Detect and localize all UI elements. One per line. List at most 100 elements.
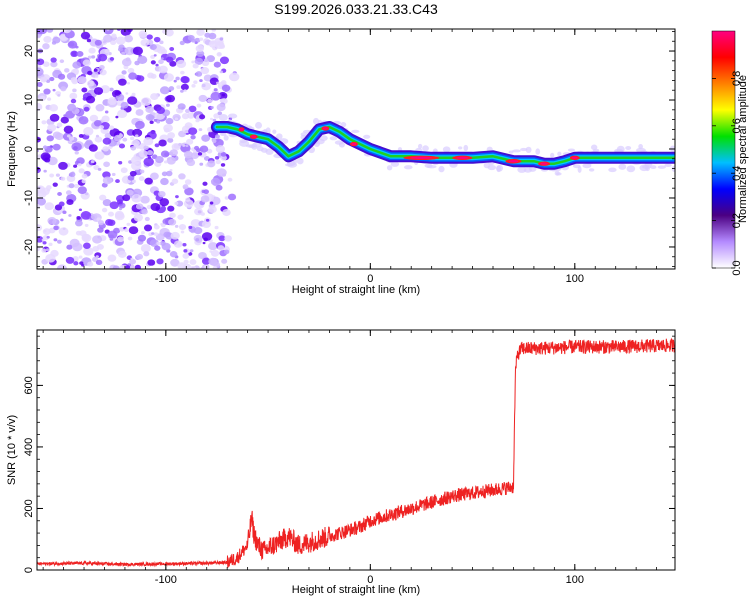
noise-blob <box>147 259 156 266</box>
noise-blob <box>76 51 84 57</box>
noise-blob <box>77 76 87 84</box>
x-tick-label: 100 <box>566 574 584 586</box>
noise-blob <box>45 253 56 263</box>
noise-blob <box>177 214 184 220</box>
ridge-hotspot-core <box>251 135 257 138</box>
noise-blob <box>68 136 75 141</box>
noise-blob <box>161 171 168 177</box>
noise-blob <box>125 57 131 62</box>
colorbar-tick-label: 0.6 <box>731 118 743 133</box>
noise-blob <box>159 40 164 45</box>
ridge-halo <box>618 163 627 170</box>
noise-blob <box>213 88 218 92</box>
noise-blob <box>149 120 154 125</box>
noise-blob <box>143 224 153 232</box>
noise-blob <box>94 151 105 160</box>
noise-blob <box>219 56 230 65</box>
noise-blob <box>185 197 191 202</box>
noise-blob <box>195 45 205 53</box>
noise-blob <box>121 51 126 55</box>
noise-blob <box>47 123 57 132</box>
noise-blob <box>183 89 187 92</box>
noise-blob <box>109 128 120 137</box>
noise-blob <box>43 35 52 43</box>
noise-blob <box>127 29 133 33</box>
noise-blob <box>201 232 213 241</box>
noise-blob <box>196 103 202 108</box>
noise-blob <box>220 152 227 157</box>
noise-blob <box>102 137 112 145</box>
noise-blob <box>126 222 131 226</box>
noise-blob <box>149 43 157 51</box>
ridge-halo <box>608 167 617 173</box>
noise-blob <box>37 197 47 206</box>
noise-blob <box>101 115 110 123</box>
noise-blob <box>198 94 208 102</box>
spectrogram-x-label: Height of straight line (km) <box>292 284 420 296</box>
noise-blob <box>200 266 205 269</box>
ridge-halo <box>422 145 429 152</box>
ridge-halo <box>535 148 541 155</box>
noise-blob <box>41 120 47 125</box>
noise-blob <box>37 67 44 77</box>
noise-blob <box>72 88 77 93</box>
noise-blob <box>63 125 74 134</box>
snr-y-label: SNR (10 * v/v) <box>6 415 18 485</box>
noise-blob <box>198 251 207 260</box>
noise-blob <box>83 242 91 249</box>
noise-blob <box>108 125 115 130</box>
noise-blob <box>158 59 164 65</box>
noise-blob <box>42 241 47 245</box>
noise-blob <box>181 76 190 84</box>
noise-blob <box>145 105 154 114</box>
noise-blob <box>208 205 217 214</box>
noise-blob <box>117 236 124 243</box>
noise-blob <box>184 122 193 129</box>
noise-blob <box>104 110 109 114</box>
noise-blob <box>69 171 76 178</box>
noise-blob <box>115 115 119 119</box>
noise-blob <box>150 202 161 212</box>
noise-blob <box>151 232 155 235</box>
noise-blob <box>154 143 160 148</box>
noise-blob <box>127 96 138 105</box>
noise-blob <box>95 104 105 112</box>
noise-blob <box>195 118 200 123</box>
noise-blob <box>60 116 69 124</box>
noise-blob <box>57 94 61 97</box>
noise-blob <box>192 63 199 69</box>
ridge-halo <box>255 121 263 129</box>
noise-blob <box>203 74 213 82</box>
noise-blob <box>130 145 137 151</box>
noise-blob <box>135 109 144 116</box>
ridge-halo <box>582 163 592 169</box>
noise-blob <box>210 249 220 257</box>
ridge-halo <box>616 145 625 153</box>
noise-blob <box>137 55 148 65</box>
noise-blob <box>196 50 205 57</box>
ridge-halo <box>557 151 562 157</box>
noise-blob <box>205 218 210 222</box>
noise-blob <box>68 183 75 189</box>
noise-blob <box>111 172 116 176</box>
noise-blob <box>78 133 84 138</box>
ridge-halo <box>650 165 657 170</box>
noise-blob <box>91 55 96 59</box>
noise-blob <box>62 29 72 34</box>
noise-blob <box>214 225 219 230</box>
noise-blob <box>204 32 211 38</box>
noise-blob <box>115 179 120 184</box>
noise-blob <box>81 233 92 243</box>
noise-blob <box>132 46 144 56</box>
ridge-hotspot-core <box>239 128 244 131</box>
ridge-halo <box>417 143 423 149</box>
noise-blob <box>143 137 154 146</box>
noise-blob <box>107 230 118 239</box>
noise-blob <box>155 156 164 164</box>
ridge-halo <box>438 165 445 173</box>
noise-blob <box>184 108 190 114</box>
figure-title: S199.2026.033.21.33.C43 <box>274 1 438 17</box>
noise-blob <box>146 150 154 156</box>
noise-blob <box>87 70 93 76</box>
noise-blob <box>189 259 197 265</box>
